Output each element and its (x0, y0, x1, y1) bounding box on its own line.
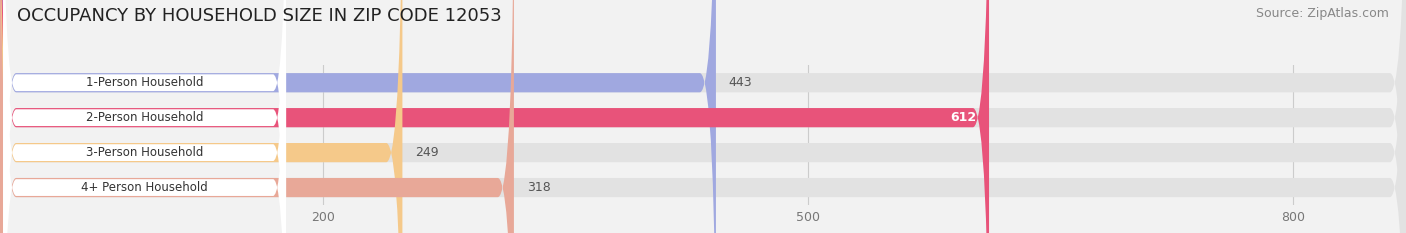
Text: Source: ZipAtlas.com: Source: ZipAtlas.com (1256, 7, 1389, 20)
FancyBboxPatch shape (0, 0, 716, 233)
FancyBboxPatch shape (0, 0, 515, 233)
FancyBboxPatch shape (0, 0, 402, 233)
FancyBboxPatch shape (3, 0, 285, 233)
Text: 4+ Person Household: 4+ Person Household (82, 181, 208, 194)
Text: 2-Person Household: 2-Person Household (86, 111, 204, 124)
Text: 3-Person Household: 3-Person Household (86, 146, 204, 159)
FancyBboxPatch shape (3, 0, 285, 233)
FancyBboxPatch shape (0, 0, 988, 233)
Text: 612: 612 (950, 111, 976, 124)
Text: 318: 318 (527, 181, 551, 194)
Text: 249: 249 (415, 146, 439, 159)
Text: 1-Person Household: 1-Person Household (86, 76, 204, 89)
FancyBboxPatch shape (3, 0, 285, 233)
FancyBboxPatch shape (3, 0, 285, 233)
Text: 443: 443 (728, 76, 752, 89)
Text: OCCUPANCY BY HOUSEHOLD SIZE IN ZIP CODE 12053: OCCUPANCY BY HOUSEHOLD SIZE IN ZIP CODE … (17, 7, 502, 25)
